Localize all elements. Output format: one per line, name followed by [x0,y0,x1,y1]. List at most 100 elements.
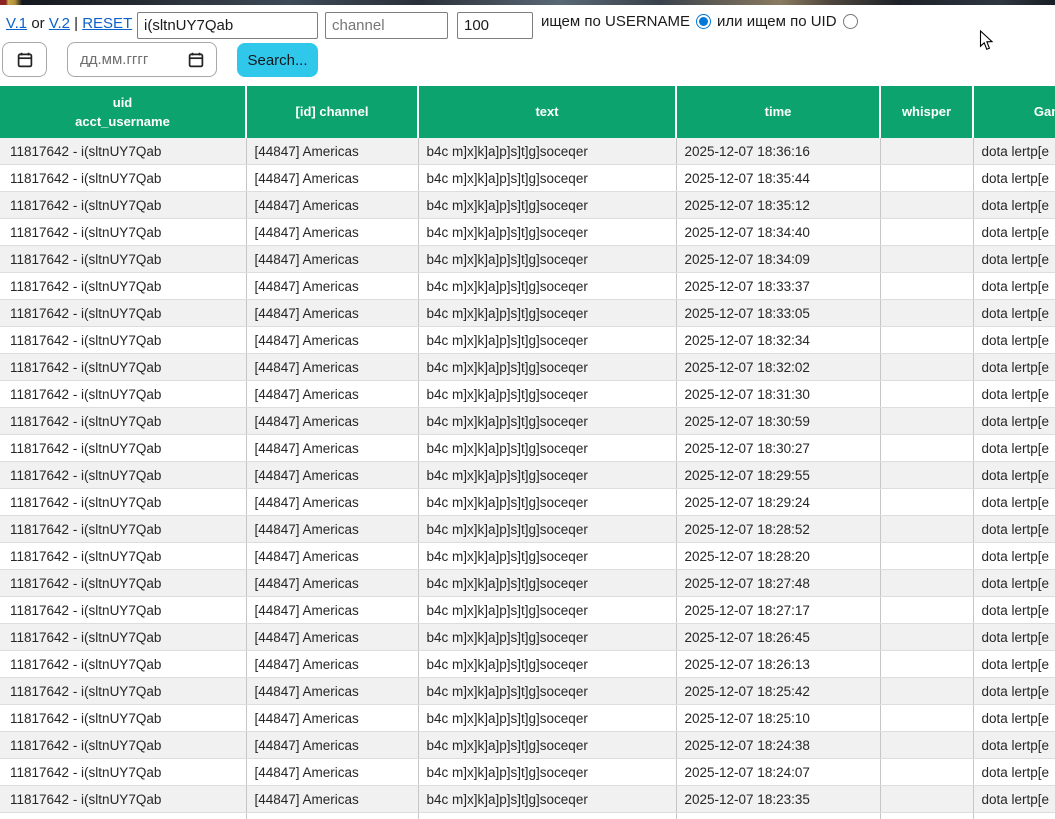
cell-game: dota lertp[e [973,515,1055,543]
cell-text: b4c m]x]k]a]p]s]t]g]soceqer [418,515,677,543]
cell-text: b4c m]x]k]a]p]s]t]g]soceqer [418,785,677,813]
cell-time [676,812,881,819]
cell-time: 2025-12-07 18:25:42 [676,677,881,705]
version-2-link[interactable]: V.2 [48,15,70,32]
table-row: 11817642 - i(sltnUY7Qab [44847] Americas… [0,488,1055,516]
cell-game [973,812,1055,819]
cell-time: 2025-12-07 18:25:10 [676,704,881,732]
cell-text: b4c m]x]k]a]p]s]t]g]soceqer [418,407,677,435]
channel-input[interactable] [325,12,448,39]
chat-log-table-container: uid acct_username [id] channel text time… [0,86,1055,819]
cell-channel: [44847] Americas [246,596,419,624]
cell-channel: [44847] Americas [246,326,419,354]
cell-whisper [880,677,974,705]
cell-whisper [880,461,974,489]
search-by-uid-radio[interactable] [842,14,858,29]
cell-channel: [44847] Americas [246,380,419,408]
cell-text: b4c m]x]k]a]p]s]t]g]soceqer [418,380,677,408]
cell-channel: [44847] Americas [246,272,419,300]
cell-whisper [880,218,974,246]
table-row: 11817642 - i(sltnUY7Qab [44847] Americas… [0,138,1055,165]
table-row: 11817642 - i(sltnUY7Qab [44847] Americas… [0,650,1055,678]
cell-whisper [880,138,974,165]
cell-game: dota lertp[e [973,272,1055,300]
search-button[interactable]: Search... [237,43,318,77]
pipe-separator: | [74,15,79,32]
cell-channel: [44847] Americas [246,353,419,381]
cell-whisper [880,515,974,543]
cell-text: b4c m]x]k]a]p]s]t]g]soceqer [418,138,677,165]
cell-channel: [44847] Americas [246,542,419,570]
cell-time: 2025-12-07 18:30:27 [676,434,881,462]
cell-game: dota lertp[e [973,218,1055,246]
cell-game: dota lertp[e [973,488,1055,516]
cell-game: dota lertp[e [973,191,1055,219]
header-game: Game [973,86,1055,138]
cell-time: 2025-12-07 18:26:13 [676,650,881,678]
cell-whisper [880,569,974,597]
cell-text: b4c m]x]k]a]p]s]t]g]soceqer [418,677,677,705]
cell-channel: [44847] Americas [246,569,419,597]
cell-game: dota lertp[e [973,569,1055,597]
or-text: or [31,15,45,32]
cell-channel: [44847] Americas [246,218,419,246]
cell-uid-username: 11817642 - i(sltnUY7Qab [0,488,247,516]
cell-time: 2025-12-07 18:34:09 [676,245,881,273]
cell-uid-username: 11817642 - i(sltnUY7Qab [0,353,247,381]
cell-game: dota lertp[e [973,380,1055,408]
table-row: 11817642 - i(sltnUY7Qab [44847] Americas… [0,353,1055,381]
table-row: 11817642 - i(sltnUY7Qab [44847] Americas… [0,569,1055,597]
cell-time: 2025-12-07 18:33:37 [676,272,881,300]
cell-whisper [880,191,974,219]
cell-whisper [880,731,974,759]
date-from-input[interactable] [2,42,47,77]
cell-text [418,812,677,819]
search-by-username-radio[interactable] [696,14,712,29]
cell-whisper [880,299,974,327]
cell-whisper [880,758,974,786]
version-1-link[interactable]: V.1 [6,15,28,32]
cell-game: dota lertp[e [973,434,1055,462]
date-placeholder: дд.мм.гггг [80,51,149,68]
cell-channel: [44847] Americas [246,245,419,273]
cell-whisper [880,380,974,408]
cell-whisper [880,272,974,300]
header-uid-username: uid acct_username [0,86,247,138]
username-search-input[interactable] [137,12,318,39]
cell-uid-username [0,812,247,819]
cell-uid-username: 11817642 - i(sltnUY7Qab [0,542,247,570]
cell-text: b4c m]x]k]a]p]s]t]g]soceqer [418,245,677,273]
reset-link[interactable]: RESET [82,15,133,32]
cell-uid-username: 11817642 - i(sltnUY7Qab [0,785,247,813]
cell-text: b4c m]x]k]a]p]s]t]g]soceqer [418,353,677,381]
cell-uid-username: 11817642 - i(sltnUY7Qab [0,704,247,732]
cell-uid-username: 11817642 - i(sltnUY7Qab [0,461,247,489]
cell-text: b4c m]x]k]a]p]s]t]g]soceqer [418,299,677,327]
cell-channel: [44847] Americas [246,138,419,165]
cell-game: dota lertp[e [973,138,1055,165]
cell-game: dota lertp[e [973,650,1055,678]
date-to-input[interactable]: дд.мм.гггг [67,42,217,77]
cell-time: 2025-12-07 18:24:07 [676,758,881,786]
cell-channel [246,812,419,819]
cell-channel: [44847] Americas [246,515,419,543]
cell-text: b4c m]x]k]a]p]s]t]g]soceqer [418,650,677,678]
cell-text: b4c m]x]k]a]p]s]t]g]soceqer [418,488,677,516]
cell-time: 2025-12-07 18:28:52 [676,515,881,543]
table-row: 11817642 - i(sltnUY7Qab [44847] Americas… [0,299,1055,327]
limit-input[interactable] [457,12,533,39]
cell-time: 2025-12-07 18:32:02 [676,353,881,381]
cell-time: 2025-12-07 18:32:34 [676,326,881,354]
table-row: 11817642 - i(sltnUY7Qab [44847] Americas… [0,434,1055,462]
cell-channel: [44847] Americas [246,650,419,678]
calendar-icon[interactable] [188,52,204,68]
table-row: 11817642 - i(sltnUY7Qab [44847] Americas… [0,731,1055,759]
cell-channel: [44847] Americas [246,704,419,732]
cell-time: 2025-12-07 18:29:24 [676,488,881,516]
calendar-icon[interactable] [17,52,33,68]
cell-whisper [880,488,974,516]
table-row: 11817642 - i(sltnUY7Qab [44847] Americas… [0,596,1055,624]
cell-whisper [880,650,974,678]
cell-uid-username: 11817642 - i(sltnUY7Qab [0,434,247,462]
chat-log-table: uid acct_username [id] channel text time… [0,86,1055,819]
